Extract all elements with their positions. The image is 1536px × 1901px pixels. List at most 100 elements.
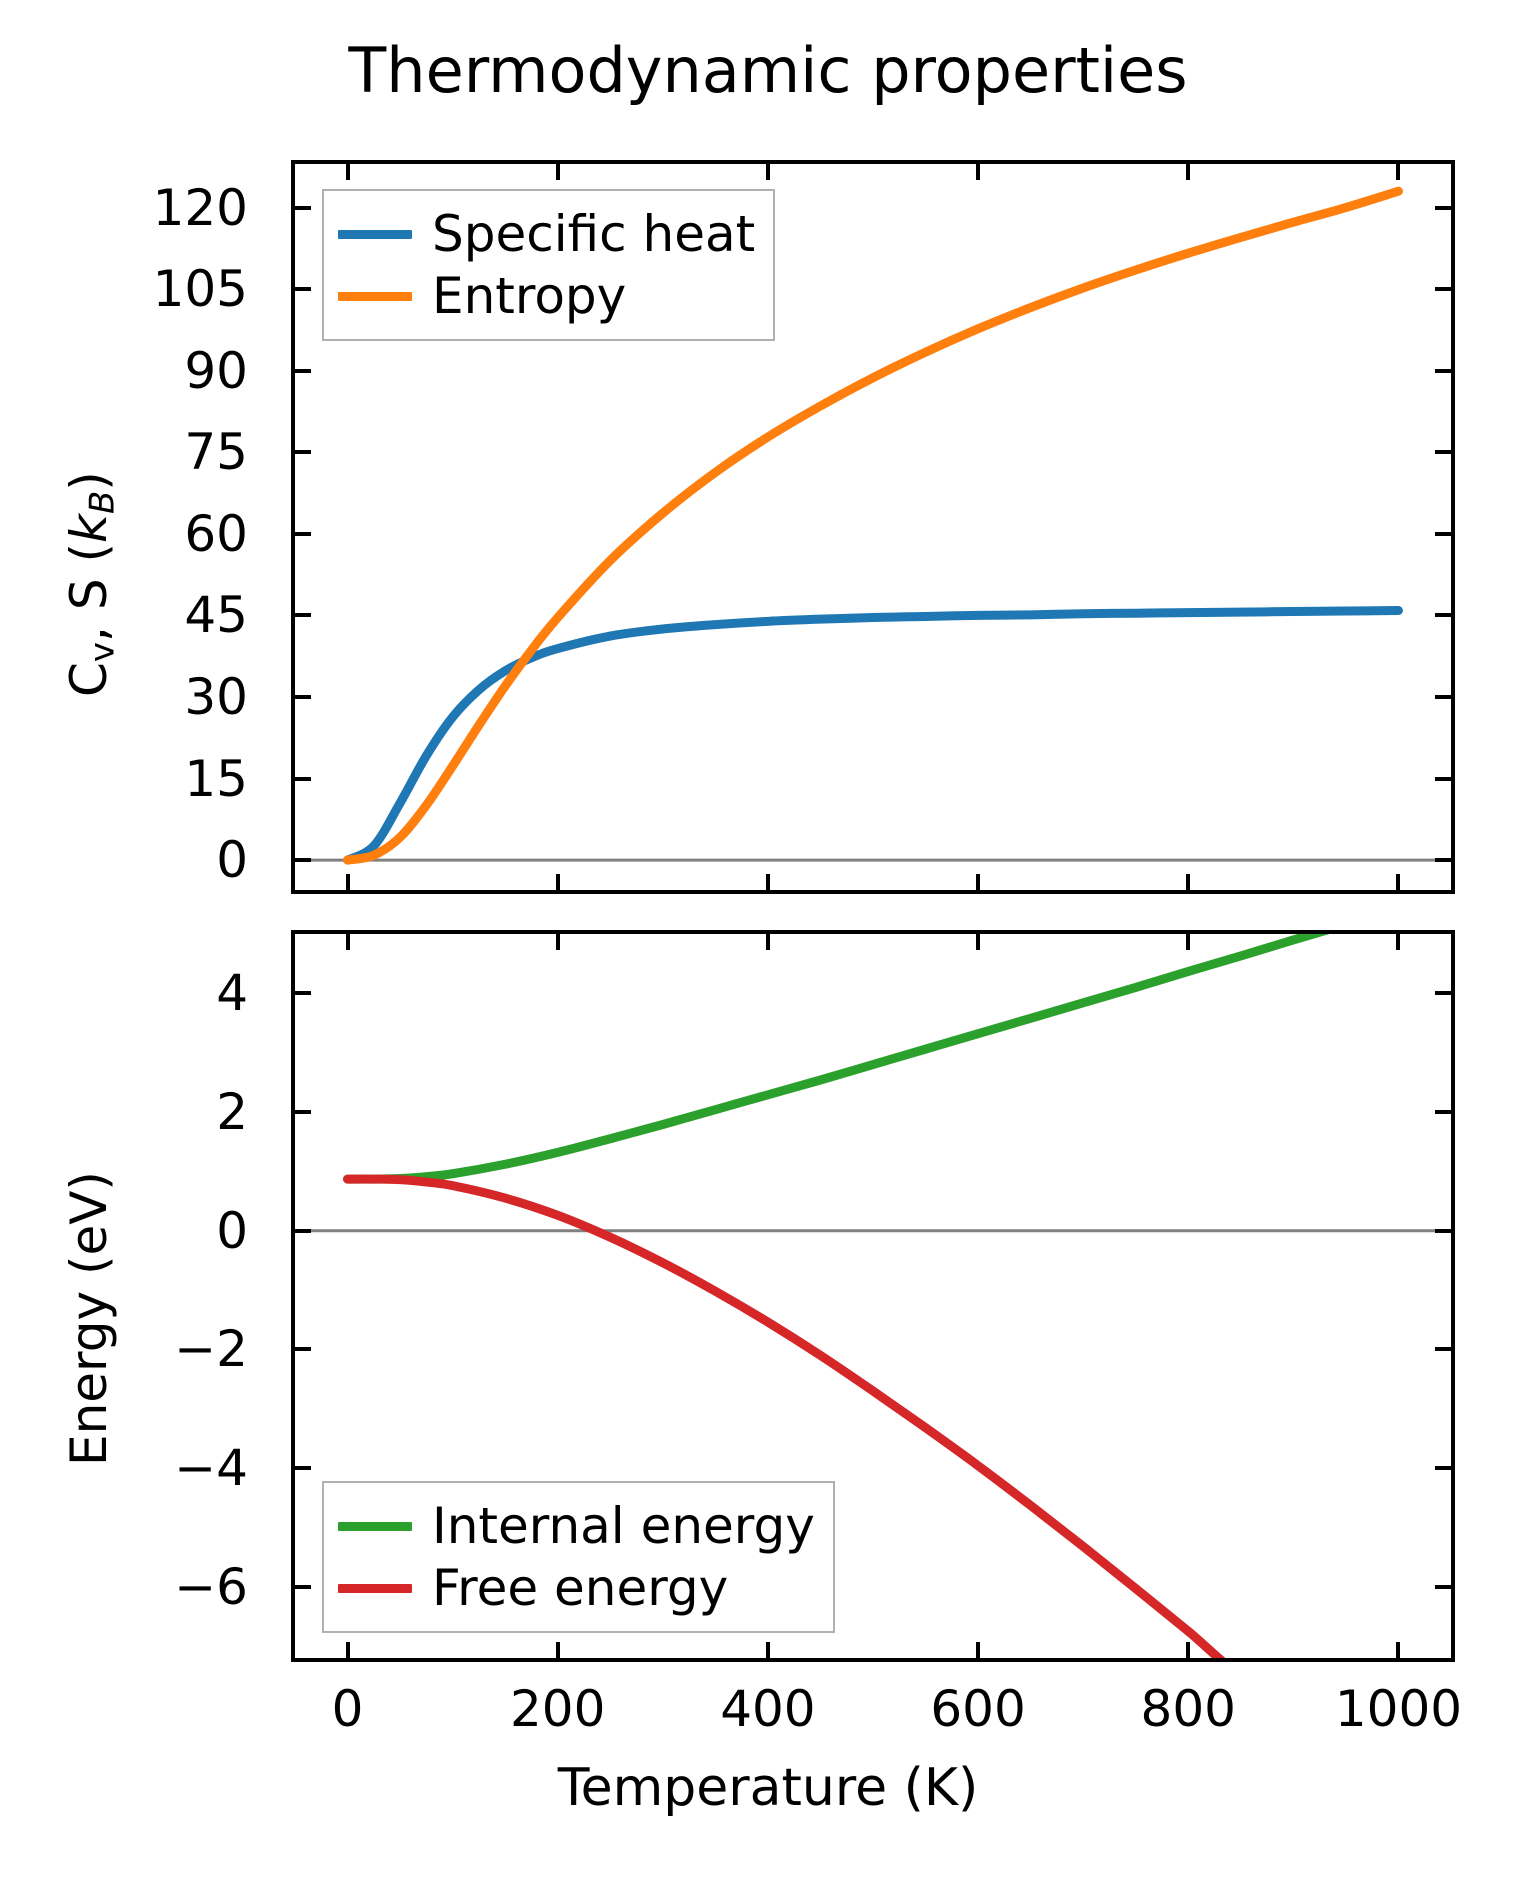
- xtick-mark-top: [345, 874, 350, 890]
- ylabel-mid: , S (: [60, 543, 118, 642]
- ytick-mark-bottom: [1435, 991, 1451, 996]
- ytick-label-top: 0: [216, 831, 248, 890]
- legend-label-specific-heat: Specific heat: [432, 205, 756, 263]
- ylabel-b-sub: B: [82, 490, 123, 515]
- xtick-mark-bottom: [1396, 934, 1401, 950]
- ytick-mark-top: [1435, 694, 1451, 699]
- legend-label-internal-energy: Internal energy: [432, 1497, 815, 1555]
- legend-label-entropy: Entropy: [432, 267, 627, 325]
- free-energy-curve: [343, 1174, 1226, 1658]
- xtick-mark-bottom: [1186, 934, 1191, 950]
- ytick-mark-top: [295, 531, 311, 536]
- legend-item-entropy: Entropy: [338, 265, 755, 327]
- ytick-mark-top: [1435, 205, 1451, 210]
- top-panel-legend: Specific heat Entropy: [322, 189, 776, 341]
- xtick-mark-bottom: [765, 1642, 770, 1658]
- ytick-mark-top: [295, 613, 311, 618]
- xtick-label: 1000: [1334, 1680, 1463, 1738]
- internal-energy-curve: [343, 934, 1330, 1184]
- entropy-curve: [343, 186, 1403, 865]
- legend-item-free-energy: Free energy: [338, 1557, 815, 1619]
- ytick-mark-top: [295, 205, 311, 210]
- ytick-mark-bottom: [295, 1584, 311, 1589]
- ytick-mark-bottom: [1435, 1347, 1451, 1352]
- legend-item-internal-energy: Internal energy: [338, 1495, 815, 1557]
- xtick-mark-top: [1186, 874, 1191, 890]
- ytick-label-top: 120: [152, 178, 248, 237]
- ytick-mark-top: [295, 368, 311, 373]
- specific-heat-curve: [343, 605, 1403, 865]
- bottom-panel-plot-area: [295, 934, 1451, 1658]
- xtick-label: 400: [720, 1680, 816, 1738]
- xtick-label: 0: [331, 1680, 364, 1738]
- ytick-mark-top: [295, 776, 311, 781]
- ytick-label-top: 105: [152, 260, 248, 319]
- ytick-mark-top: [295, 694, 311, 699]
- ytick-mark-bottom: [1435, 1110, 1451, 1115]
- xtick-label: 200: [510, 1680, 606, 1738]
- ytick-label-top: 75: [184, 423, 248, 482]
- x-axis-label: Temperature (K): [557, 1758, 979, 1818]
- ytick-mark-bottom: [1435, 1584, 1451, 1589]
- xtick-mark-bottom: [1396, 1642, 1401, 1658]
- xtick-mark-bottom: [765, 934, 770, 950]
- top-panel-plot-area: [295, 164, 1451, 890]
- xtick-mark-bottom: [555, 934, 560, 950]
- xtick-mark-top: [1186, 164, 1191, 180]
- ytick-mark-top: [1435, 368, 1451, 373]
- bottom-panel-ylabel: Energy (eV): [60, 1171, 118, 1466]
- xtick-mark-top: [976, 874, 981, 890]
- figure-title: Thermodynamic properties: [348, 34, 1188, 107]
- xtick-mark-top: [976, 164, 981, 180]
- ytick-mark-top: [1435, 858, 1451, 863]
- xtick-label: 800: [1140, 1680, 1236, 1738]
- xtick-mark-bottom: [976, 934, 981, 950]
- ytick-mark-bottom: [295, 991, 311, 996]
- ytick-mark-top: [1435, 450, 1451, 455]
- ytick-mark-top: [295, 287, 311, 292]
- ytick-label-bottom: −6: [174, 1557, 248, 1616]
- ytick-label-top: 45: [184, 586, 248, 645]
- xtick-mark-bottom: [555, 1642, 560, 1658]
- ytick-label-top: 60: [184, 504, 248, 563]
- xtick-mark-top: [765, 164, 770, 180]
- xtick-mark-bottom: [976, 1642, 981, 1658]
- ytick-label-bottom: 4: [216, 964, 248, 1023]
- ylabel-k: k: [60, 514, 118, 544]
- legend-swatch-entropy: [338, 291, 412, 301]
- ytick-mark-top: [1435, 287, 1451, 292]
- ytick-mark-top: [1435, 776, 1451, 781]
- bottom-panel-legend: Internal energy Free energy: [322, 1481, 835, 1633]
- top-panel-axes: Specific heat Entropy: [291, 160, 1455, 894]
- xtick-mark-top: [555, 164, 560, 180]
- xtick-mark-bottom: [1186, 1642, 1191, 1658]
- ytick-mark-bottom: [295, 1110, 311, 1115]
- xtick-label: 600: [930, 1680, 1026, 1738]
- xtick-mark-bottom: [345, 934, 350, 950]
- ytick-label-top: 90: [184, 341, 248, 400]
- ytick-label-top: 15: [184, 749, 248, 808]
- ylabel-v-sub: v: [82, 641, 123, 663]
- ytick-mark-top: [1435, 613, 1451, 618]
- ytick-label-bottom: 0: [216, 1201, 248, 1260]
- ytick-mark-top: [295, 450, 311, 455]
- ytick-mark-bottom: [295, 1466, 311, 1471]
- legend-swatch-internal-energy: [338, 1521, 412, 1531]
- xtick-mark-top: [765, 874, 770, 890]
- ytick-label-bottom: −4: [174, 1439, 248, 1498]
- ylabel-close: ): [60, 471, 118, 491]
- xtick-mark-bottom: [345, 1642, 350, 1658]
- xtick-mark-top: [345, 164, 350, 180]
- ytick-mark-bottom: [1435, 1466, 1451, 1471]
- xtick-mark-top: [1396, 874, 1401, 890]
- xtick-mark-top: [1396, 164, 1401, 180]
- ytick-mark-bottom: [1435, 1228, 1451, 1233]
- legend-swatch-free-energy: [338, 1583, 412, 1593]
- legend-label-free-energy: Free energy: [432, 1559, 729, 1617]
- bottom-panel-svg: [295, 934, 1451, 1658]
- ytick-mark-bottom: [295, 1347, 311, 1352]
- legend-item-specific-heat: Specific heat: [338, 203, 755, 265]
- xtick-mark-top: [555, 874, 560, 890]
- ytick-mark-bottom: [295, 1228, 311, 1233]
